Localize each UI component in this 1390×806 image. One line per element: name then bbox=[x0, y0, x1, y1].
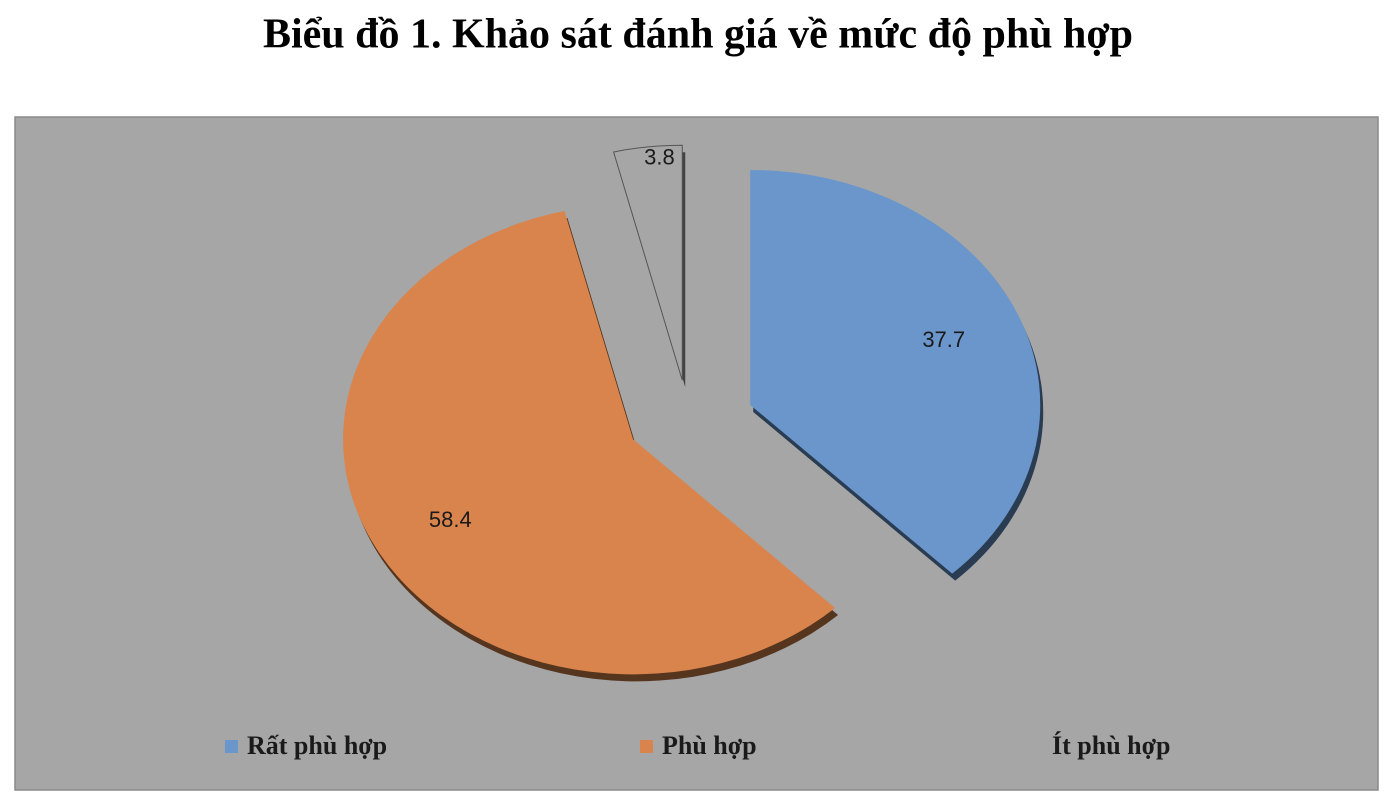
legend-swatch bbox=[1030, 740, 1043, 753]
data-label: 37.7 bbox=[922, 327, 965, 352]
data-label: 3.8 bbox=[644, 144, 675, 169]
data-label: 58.4 bbox=[429, 507, 472, 532]
legend-swatch bbox=[640, 740, 653, 753]
slice bbox=[343, 211, 836, 675]
legend-label: Ít phù hợp bbox=[1052, 731, 1170, 760]
legend-label: Phù hợp bbox=[662, 731, 757, 760]
slice bbox=[750, 169, 1041, 574]
plot-area bbox=[14, 116, 1379, 791]
legend-label: Rất phù hợp bbox=[247, 731, 387, 760]
legend-swatch bbox=[225, 740, 238, 753]
slice bbox=[612, 144, 683, 381]
chart-title: Biểu đồ 1. Khảo sát đánh giá về mức độ p… bbox=[263, 12, 1133, 58]
